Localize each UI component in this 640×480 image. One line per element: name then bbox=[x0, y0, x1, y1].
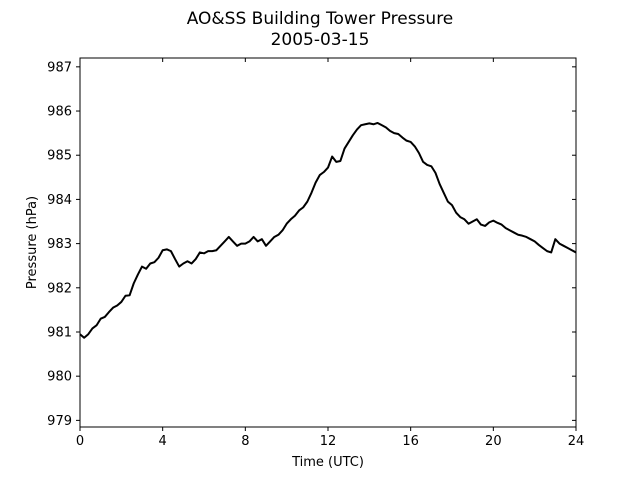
x-axis-label: Time (UTC) bbox=[291, 455, 364, 470]
y-tick-label: 987 bbox=[47, 60, 72, 75]
y-tick-label: 983 bbox=[47, 237, 72, 252]
x-tick-label: 20 bbox=[485, 434, 502, 449]
tick-labels: 0 4 8 12 16 20 24 979 980 981 982 983 984 985 986 987 bbox=[47, 60, 584, 449]
y-axis-label: Pressure (hPa) bbox=[25, 196, 40, 289]
x-tick-label: 4 bbox=[159, 434, 167, 449]
chart-title: AO&SS Building Tower Pressure bbox=[187, 9, 454, 29]
y-tick-label: 982 bbox=[47, 281, 72, 296]
y-tick-label: 985 bbox=[47, 149, 72, 164]
plot-frame bbox=[79, 57, 577, 428]
pressure-series-line bbox=[79, 121, 577, 339]
y-tick-label: 980 bbox=[47, 370, 72, 385]
x-tick-label: 24 bbox=[568, 434, 585, 449]
chart-subtitle: 2005-03-15 bbox=[271, 30, 370, 50]
x-tick-label: 12 bbox=[320, 434, 337, 449]
x-tick-label: 8 bbox=[241, 434, 249, 449]
x-tick-label: 0 bbox=[76, 434, 84, 449]
y-tick-label: 979 bbox=[47, 414, 72, 429]
y-tick-label: 984 bbox=[47, 193, 72, 208]
x-tick-label: 16 bbox=[402, 434, 419, 449]
y-tick-label: 981 bbox=[47, 325, 72, 340]
y-tick-label: 986 bbox=[47, 105, 72, 120]
